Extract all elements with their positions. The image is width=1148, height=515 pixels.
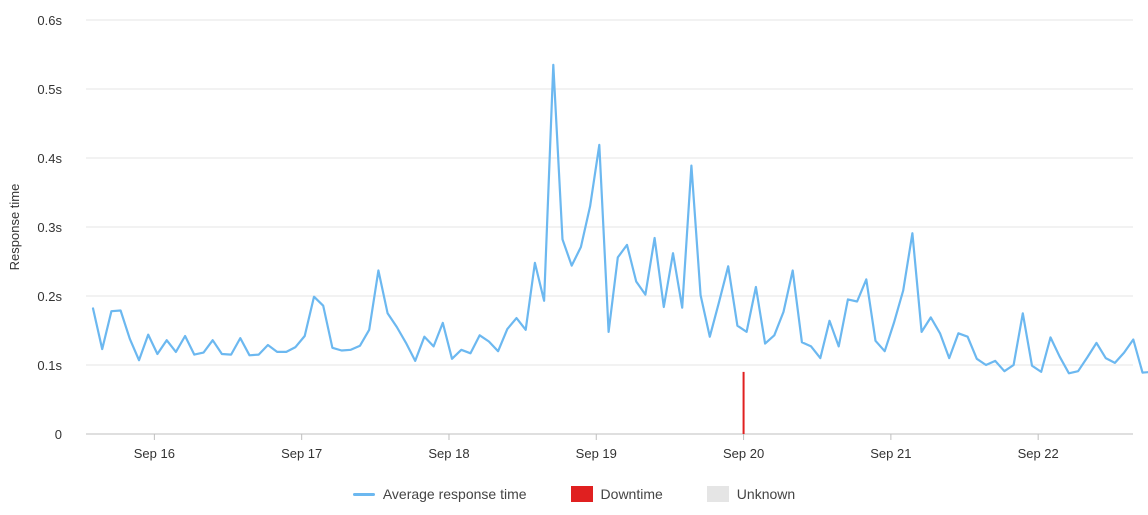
x-tick-label: Sep 22 <box>1018 446 1059 461</box>
x-tick-label: Sep 20 <box>723 446 764 461</box>
y-tick-label: 0.3s <box>37 220 62 235</box>
grid-lines <box>86 19 1133 435</box>
legend-label-unknown: Unknown <box>736 486 796 502</box>
y-tick-label: 0.5s <box>37 82 62 97</box>
x-tick-label: Sep 18 <box>428 446 469 461</box>
x-tick-label: Sep 16 <box>134 446 175 461</box>
legend-item-average[interactable]: Average response time <box>352 486 527 502</box>
y-tick-label: 0.1s <box>37 358 62 373</box>
x-axis: Sep 16 Sep 17 Sep 18 Sep 19 Sep 20 Sep 21 Sep … <box>134 434 1059 461</box>
legend: Average response time Downtime Unknown <box>0 486 1148 502</box>
legend-swatch-downtime <box>570 486 593 502</box>
x-tick-label: Sep 17 <box>281 446 322 461</box>
series-line-average-response-time <box>91 63 1148 375</box>
y-axis-label: Response time <box>7 184 22 271</box>
y-tick-label: 0.2s <box>37 289 62 304</box>
x-tick-label: Sep 21 <box>870 446 911 461</box>
series-layer <box>91 63 1148 375</box>
y-tick-label: 0.6s <box>37 13 62 28</box>
legend-item-downtime[interactable]: Downtime <box>570 486 663 502</box>
y-tick-label: 0 <box>55 427 62 442</box>
x-tick-label: Sep 19 <box>576 446 617 461</box>
y-axis: 0 0.1s 0.2s 0.3s 0.4s 0.5s 0.6s <box>37 13 62 442</box>
legend-swatch-unknown <box>706 486 729 502</box>
legend-swatch-average <box>352 492 375 496</box>
legend-label-average: Average response time <box>382 486 527 502</box>
y-tick-label: 0.4s <box>37 151 62 166</box>
legend-item-unknown[interactable]: Unknown <box>706 486 796 502</box>
legend-label-downtime: Downtime <box>600 486 663 502</box>
